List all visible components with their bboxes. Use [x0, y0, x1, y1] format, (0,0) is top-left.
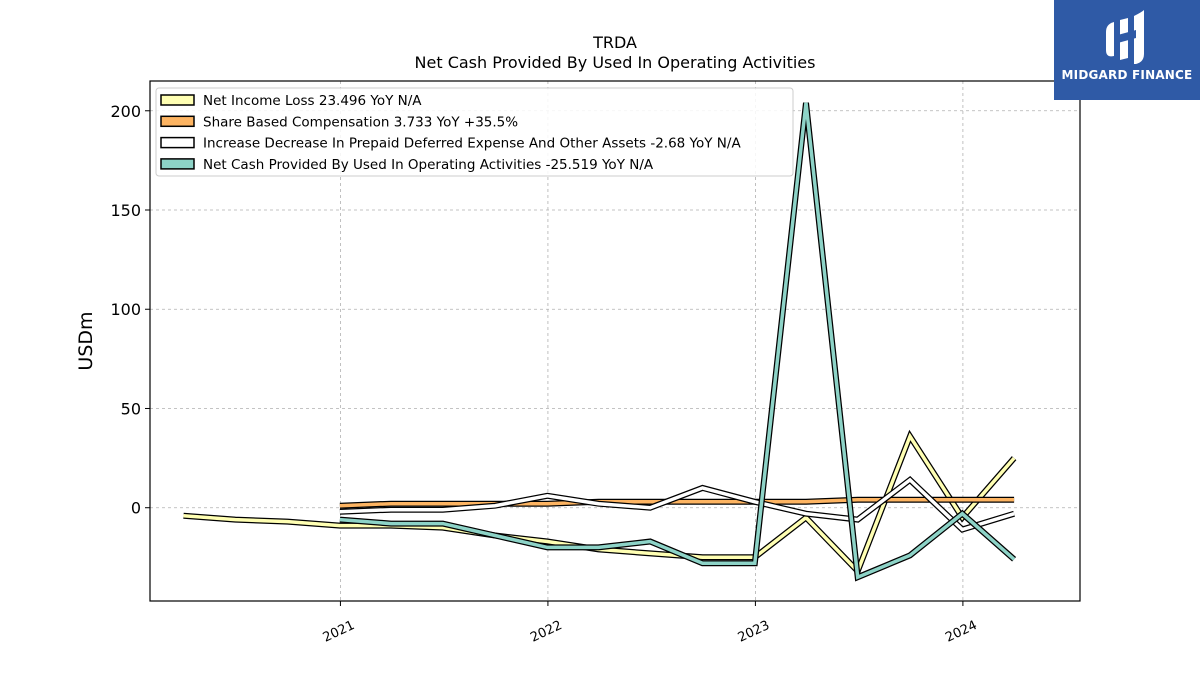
x-tick-label: 2023 — [736, 618, 772, 646]
chart-subtitle: Net Cash Provided By Used In Operating A… — [415, 53, 816, 72]
legend-swatch — [160, 158, 195, 170]
series-layer — [183, 102, 1017, 582]
y-tick-label: 50 — [121, 399, 141, 418]
brand-logo: MIDGARD FINANCE — [1054, 0, 1200, 100]
legend: Net Income Loss 23.496 YoY N/A Share Base… — [155, 87, 794, 177]
midgard-logo-icon — [1106, 10, 1144, 64]
legend-box — [155, 87, 794, 177]
legend-label: Net Income Loss 23.496 YoY N/A — [203, 93, 422, 109]
y-tick-label: 200 — [110, 102, 141, 121]
y-tick-label: 150 — [110, 201, 141, 220]
series-line — [339, 102, 1016, 580]
y-tick-label: 100 — [110, 300, 141, 319]
legend-swatch — [160, 94, 195, 106]
x-tick-label: 2021 — [321, 618, 357, 646]
x-axis: 2021 2022 2023 2024 — [321, 601, 980, 646]
legend-label: Net Cash Provided By Used In Operating A… — [203, 157, 654, 173]
series-increase-decrease-in-prepaid-deferred-expense-and-other-assets — [339, 475, 1015, 533]
series-net-cash-provided-by-used-in-operating-activities — [339, 102, 1017, 582]
y-axis-label: USDm — [75, 311, 97, 370]
legend-label: Increase Decrease In Prepaid Deferred Ex… — [203, 136, 741, 152]
y-axis: 0 50 100 150 200 — [110, 102, 150, 518]
plot-frame — [149, 80, 1081, 602]
legend-swatch — [160, 115, 195, 128]
series-share-based-compensation — [339, 496, 1015, 509]
series-line — [339, 477, 1015, 532]
legend-label: Share Based Compensation 3.733 YoY +35.5… — [203, 114, 518, 130]
chart-title: TRDA — [592, 33, 637, 52]
brand-name: MIDGARD FINANCE — [1061, 68, 1193, 82]
x-tick-label: 2024 — [943, 618, 979, 646]
y-tick-label: 0 — [131, 499, 141, 518]
x-tick-label: 2022 — [528, 618, 564, 646]
series-line — [339, 498, 1015, 508]
legend-swatch — [160, 136, 195, 149]
